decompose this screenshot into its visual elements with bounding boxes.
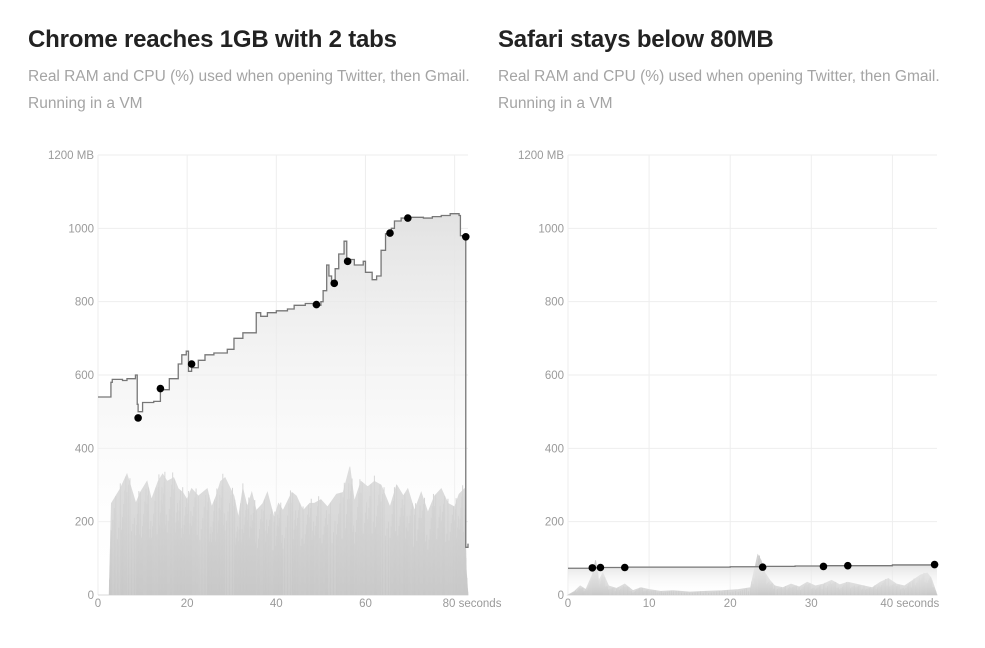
event-marker [461,232,470,241]
x-tick-label: 0 [95,598,101,610]
event-marker [156,384,165,393]
event-marker [187,360,196,368]
y-tick-label: 400 [75,443,94,455]
ram-series-area [98,213,468,595]
event-marker [404,214,412,222]
chart-title: Chrome reaches 1GB with 2 tabs [28,26,397,53]
y-tick-label: 0 [88,590,94,602]
y-tick-label: 200 [75,517,94,529]
y-tick-label: 1200 MB [48,150,94,162]
x-tick-label: 40 [270,598,283,610]
event-marker [386,229,394,237]
chart-subtitle: Real RAM and CPU (%) used when opening T… [28,68,470,112]
x-tick-label: 80 seconds [443,598,502,610]
event-marker [330,279,339,288]
chart-title: Safari stays below 80MB [498,26,774,53]
event-marker [343,257,352,266]
y-tick-label: 800 [75,297,94,309]
event-marker [312,300,321,309]
x-tick-label: 60 [359,598,372,610]
y-tick-label: 1000 [68,223,94,235]
event-marker [134,414,142,422]
chart-subtitle: Real RAM and CPU (%) used when opening T… [498,68,940,112]
x-tick-label: 20 [181,598,194,610]
y-tick-label: 600 [75,370,94,382]
